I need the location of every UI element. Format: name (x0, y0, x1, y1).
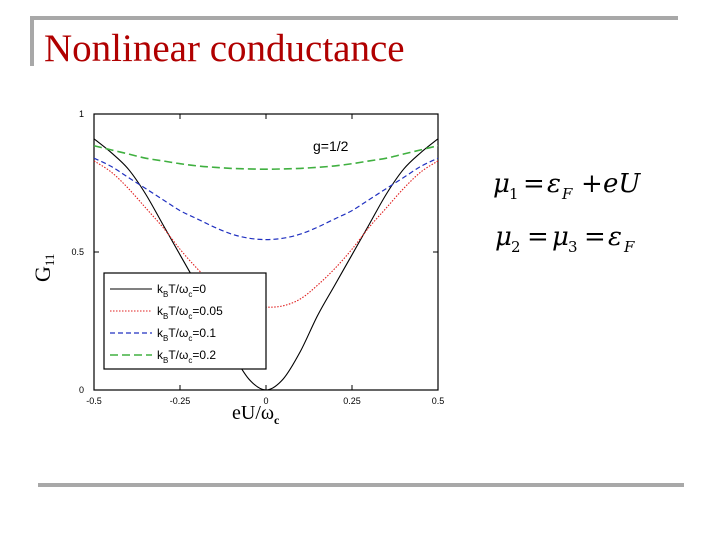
x-tick-label: 0.25 (343, 396, 361, 406)
y-tick-label: 0 (79, 385, 84, 395)
svg-text:+: + (581, 169, 603, 199)
chart-annotation: g=1/2 (313, 138, 349, 154)
legend-label-2: kBT/ωc=0.1 (157, 326, 216, 343)
slide-frame-top (30, 16, 678, 20)
svg-text:μ: μ (495, 222, 512, 252)
svg-text:F: F (561, 185, 573, 203)
series-line-2 (93, 157, 439, 241)
svg-text:1: 1 (509, 185, 519, 203)
legend-label-3: kBT/ωc=0.2 (157, 348, 216, 365)
svg-text:=: = (523, 169, 545, 199)
svg-text:2: 2 (511, 238, 521, 256)
series-line-0 (93, 138, 439, 391)
svg-text:=: = (584, 222, 606, 252)
legend: kBT/ωc=0 kBT/ωc=0.05 kBT/ωc=0.1 kBT/ωc=0.2 (103, 272, 267, 370)
svg-text:3: 3 (568, 238, 578, 256)
x-tick-label: -0.5 (86, 396, 102, 406)
x-tick-label: -0.25 (170, 396, 191, 406)
svg-text:ε: ε (547, 169, 561, 199)
x-tick-label: 0.5 (432, 396, 445, 406)
slide-frame-left (30, 16, 34, 66)
slide-frame-bottom (38, 483, 684, 487)
y-tick-label: 1 (79, 109, 84, 119)
equation-2: μ 2 = μ 3 = ε F (495, 222, 635, 256)
x-tick-label: 0 (263, 396, 268, 406)
svg-text:ε: ε (608, 222, 622, 252)
equation-1: μ 1 = ε F + eU (493, 169, 641, 203)
slide-title: Nonlinear conductance (44, 27, 405, 70)
y-axis-label: G11 (30, 254, 57, 282)
svg-text:=: = (527, 222, 549, 252)
svg-text:eU: eU (603, 169, 641, 199)
svg-text:μ: μ (493, 169, 510, 199)
y-tick-label: 0.5 (71, 247, 84, 257)
x-axis-label: eU/ωc (232, 402, 280, 427)
series-line-3 (93, 144, 439, 171)
svg-text:F: F (623, 238, 635, 256)
svg-text:μ: μ (552, 222, 569, 252)
legend-label-1: kBT/ωc=0.05 (157, 304, 223, 321)
legend-label-0: kBT/ωc=0 (157, 282, 206, 299)
